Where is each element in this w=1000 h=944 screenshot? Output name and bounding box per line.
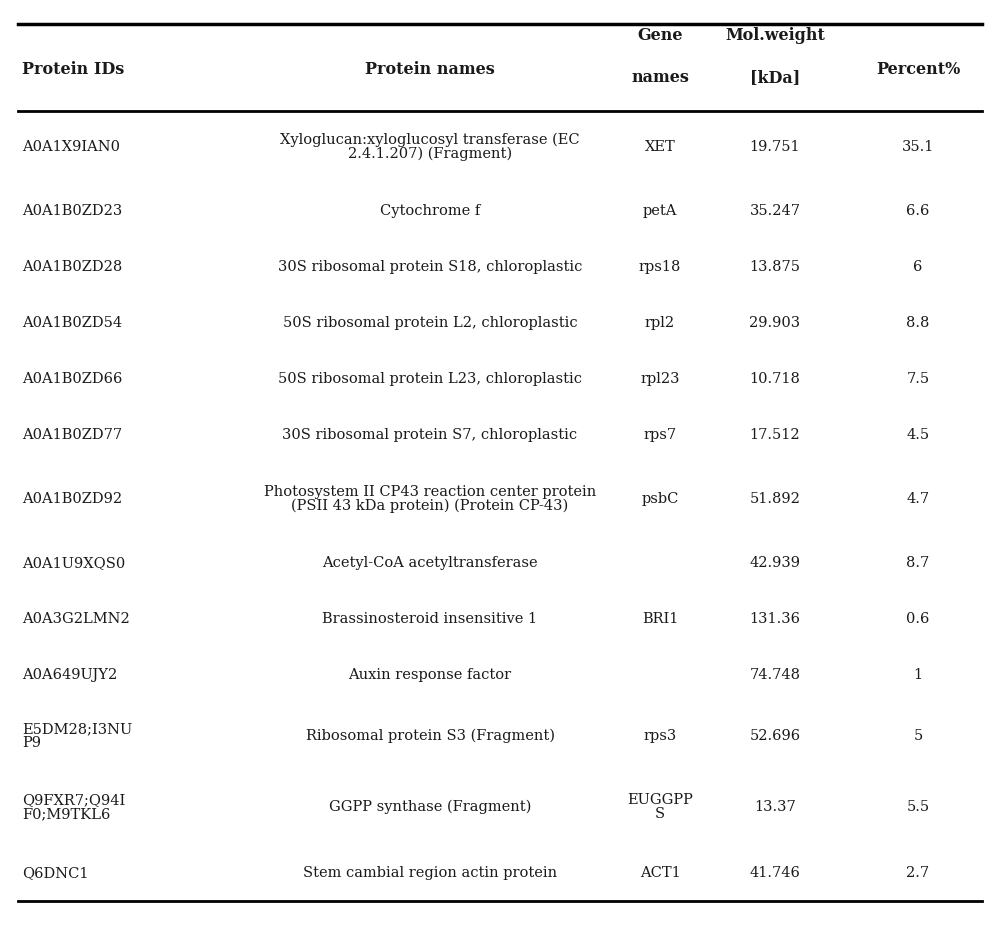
Text: 30S ribosomal protein S7, chloroplastic: 30S ribosomal protein S7, chloroplastic: [282, 428, 578, 442]
Text: Photosystem II CP43 reaction center protein: Photosystem II CP43 reaction center prot…: [264, 485, 596, 499]
Text: 51.892: 51.892: [750, 492, 800, 506]
Text: petA: petA: [643, 204, 677, 218]
Text: 35.1: 35.1: [902, 140, 934, 154]
Text: 8.7: 8.7: [906, 556, 930, 570]
Text: 1: 1: [913, 668, 923, 682]
Text: E5DM28;I3NU: E5DM28;I3NU: [22, 722, 132, 736]
Text: rps7: rps7: [643, 428, 677, 442]
Text: A0A1X9IAN0: A0A1X9IAN0: [22, 140, 120, 154]
Text: Protein IDs: Protein IDs: [22, 61, 124, 78]
Text: Ribosomal protein S3 (Fragment): Ribosomal protein S3 (Fragment): [306, 729, 554, 743]
Text: A0A3G2LMN2: A0A3G2LMN2: [22, 612, 130, 626]
Text: Protein names: Protein names: [365, 61, 495, 78]
Text: Auxin response factor: Auxin response factor: [348, 668, 512, 682]
Text: 42.939: 42.939: [750, 556, 800, 570]
Text: 35.247: 35.247: [750, 204, 800, 218]
Text: 52.696: 52.696: [749, 729, 801, 743]
Text: A0A649UJY2: A0A649UJY2: [22, 668, 117, 682]
Text: Acetyl-CoA acetyltransferase: Acetyl-CoA acetyltransferase: [322, 556, 538, 570]
Text: Q6DNC1: Q6DNC1: [22, 866, 88, 880]
Text: A0A1B0ZD77: A0A1B0ZD77: [22, 428, 122, 442]
Text: (PSII 43 kDa protein) (Protein CP-43): (PSII 43 kDa protein) (Protein CP-43): [291, 498, 569, 514]
Text: 19.751: 19.751: [750, 140, 800, 154]
Text: rpl2: rpl2: [645, 316, 675, 330]
Text: BRI1: BRI1: [642, 612, 678, 626]
Text: 13.875: 13.875: [750, 260, 800, 274]
Text: [kDa]: [kDa]: [750, 69, 800, 86]
Text: 74.748: 74.748: [750, 668, 800, 682]
Text: 131.36: 131.36: [750, 612, 800, 626]
Text: 4.7: 4.7: [906, 492, 930, 506]
Text: 30S ribosomal protein S18, chloroplastic: 30S ribosomal protein S18, chloroplastic: [278, 260, 582, 274]
Text: 13.37: 13.37: [754, 800, 796, 814]
Text: P9: P9: [22, 736, 41, 750]
Text: Stem cambial region actin protein: Stem cambial region actin protein: [303, 866, 557, 880]
Text: 5.5: 5.5: [906, 800, 930, 814]
Text: ACT1: ACT1: [640, 866, 680, 880]
Text: F0;M9TKL6: F0;M9TKL6: [22, 807, 110, 821]
Text: 50S ribosomal protein L23, chloroplastic: 50S ribosomal protein L23, chloroplastic: [278, 372, 582, 386]
Text: 7.5: 7.5: [906, 372, 930, 386]
Text: S: S: [655, 807, 665, 821]
Text: 29.903: 29.903: [749, 316, 801, 330]
Text: A0A1U9XQS0: A0A1U9XQS0: [22, 556, 125, 570]
Text: 10.718: 10.718: [750, 372, 800, 386]
Text: 2.7: 2.7: [906, 866, 930, 880]
Text: XET: XET: [645, 140, 675, 154]
Text: A0A1B0ZD28: A0A1B0ZD28: [22, 260, 122, 274]
Text: Xyloglucan:xyloglucosyl transferase (EC: Xyloglucan:xyloglucosyl transferase (EC: [280, 133, 580, 147]
Text: 6.6: 6.6: [906, 204, 930, 218]
Text: A0A1B0ZD66: A0A1B0ZD66: [22, 372, 122, 386]
Text: Brassinosteroid insensitive 1: Brassinosteroid insensitive 1: [322, 612, 538, 626]
Text: 17.512: 17.512: [750, 428, 800, 442]
Text: Cytochrome f: Cytochrome f: [380, 204, 480, 218]
Text: rpl23: rpl23: [640, 372, 680, 386]
Text: rps18: rps18: [639, 260, 681, 274]
Text: A0A1B0ZD54: A0A1B0ZD54: [22, 316, 122, 330]
Text: rps3: rps3: [643, 729, 677, 743]
Text: psbC: psbC: [641, 492, 679, 506]
Text: 8.8: 8.8: [906, 316, 930, 330]
Text: Gene: Gene: [637, 27, 683, 44]
Text: 0.6: 0.6: [906, 612, 930, 626]
Text: Q9FXR7;Q94I: Q9FXR7;Q94I: [22, 793, 125, 807]
Text: EUGGPP: EUGGPP: [627, 793, 693, 807]
Text: 5: 5: [913, 729, 923, 743]
Text: 6: 6: [913, 260, 923, 274]
Text: GGPP synthase (Fragment): GGPP synthase (Fragment): [329, 800, 531, 814]
Text: names: names: [631, 69, 689, 86]
Text: 4.5: 4.5: [906, 428, 930, 442]
Text: 50S ribosomal protein L2, chloroplastic: 50S ribosomal protein L2, chloroplastic: [283, 316, 577, 330]
Text: 41.746: 41.746: [750, 866, 800, 880]
Text: A0A1B0ZD23: A0A1B0ZD23: [22, 204, 122, 218]
Text: A0A1B0ZD92: A0A1B0ZD92: [22, 492, 122, 506]
Text: Mol.weight: Mol.weight: [725, 27, 825, 44]
Text: Percent%: Percent%: [876, 61, 960, 78]
Text: 2.4.1.207) (Fragment): 2.4.1.207) (Fragment): [348, 147, 512, 161]
